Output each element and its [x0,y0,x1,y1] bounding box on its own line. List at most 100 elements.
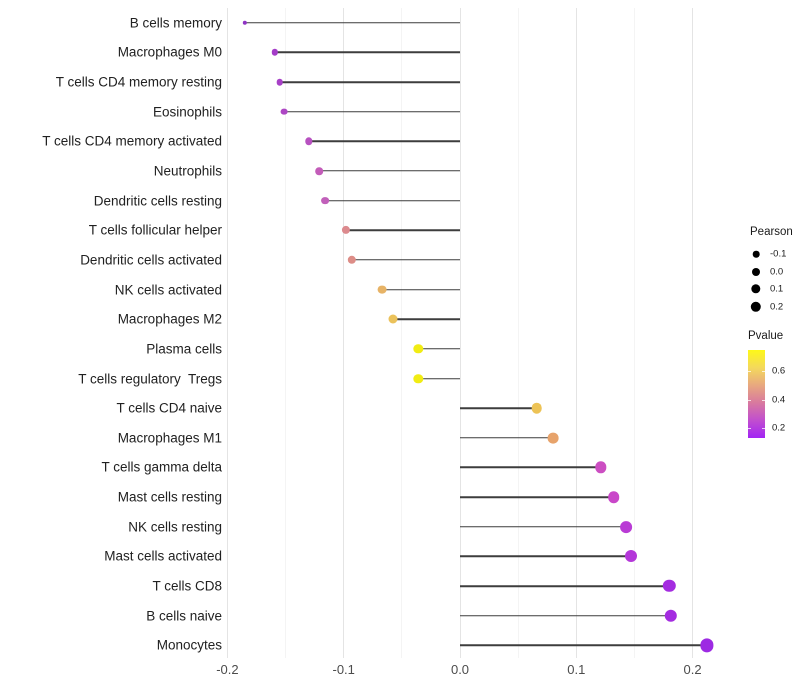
x-tick-label: 0.1 [567,662,586,677]
lollipop-dot [413,344,423,354]
legend-size-entry-label: 0.0 [770,266,784,277]
lollipop-stem [418,377,460,380]
lollipop-dot [547,432,559,444]
lollipop-stem [279,81,460,83]
pvalue-tick-mark [762,427,765,429]
category-label: T cells CD8 [152,578,222,594]
lollipop-stem [346,229,460,231]
category-label: Mast cells activated [104,548,222,564]
legend-size-dot [752,250,760,258]
lollipop-stem [460,526,627,528]
lollipop-dot [347,255,357,265]
legend-size-dot [751,284,761,294]
gridline-major [575,8,577,658]
lollipop-dot [305,137,313,145]
pvalue-tick-mark [762,371,765,373]
lollipop-dot [664,609,677,622]
lollipop-stem [460,496,614,498]
legend-size-entry-label: 0.2 [770,301,784,312]
pvalue-tick-mark [748,371,751,373]
lollipop-dot [595,461,607,474]
category-label: T cells gamma delta [101,459,222,475]
category-label: Monocytes [156,637,222,653]
legend-color-title: Pvalue [748,330,784,342]
category-label: T cells follicular helper [88,222,222,238]
lollipop-stem [275,51,460,54]
lollipop-dot [280,108,288,116]
gridline-major [459,8,461,658]
category-label: Macrophages M1 [117,430,222,446]
category-label: Dendritic cells activated [80,252,222,268]
lollipop-stem [460,466,601,469]
pvalue-tick-mark [748,399,751,401]
category-label: B cells naive [146,608,222,624]
category-label: T cells regulatory Tregs [78,371,222,386]
lollipop-stem [418,348,460,350]
lollipop-dot [607,491,620,503]
category-label: T cells CD4 naive [116,400,222,416]
pvalue-gradient-bar [748,350,765,438]
lollipop-dot [531,402,543,414]
lollipop-stem [325,199,460,202]
lollipop-stem [319,170,460,172]
category-label: Macrophages M2 [117,311,222,327]
lollipop-dot [271,49,279,56]
pvalue-tick-label: 0.4 [772,394,786,406]
category-label: Eosinophils [152,104,222,120]
lollipop-stem [460,555,631,558]
lollipop-dot [315,167,324,175]
category-label: B cells memory [129,15,222,31]
gridline-major [343,8,345,658]
legend-size-title: Pearson [750,226,793,238]
x-tick-label: 0.2 [683,662,702,677]
category-label: Plasma cells [146,341,222,357]
lollipop-dot [620,520,633,533]
legend-size-entry-label: 0.1 [770,283,784,295]
pvalue-tick-label: 0.6 [772,365,786,377]
pvalue-tick-mark [762,399,765,401]
lollipop-stem [392,318,460,320]
lollipop-dot [663,579,676,593]
lollipop-stem [244,21,460,24]
lollipop-dot [276,78,284,86]
lollipop-dot [624,550,637,563]
lollipop-dot [388,314,398,324]
gridline-major [692,8,694,658]
lollipop-stem [460,644,707,647]
lollipop-stem [460,585,670,587]
gridline-major [226,8,228,658]
lollipop-stem [460,407,537,409]
category-label: T cells CD4 memory resting [55,74,222,90]
legend-size-entry-label: -0.1 [770,248,787,260]
lollipop-dot [321,196,329,205]
x-tick-label: -0.2 [216,662,239,677]
lollipop-stem [382,288,460,291]
x-tick-label: 0.0 [450,662,470,677]
category-label: Neutrophils [153,163,222,179]
lollipop-stem [284,110,460,113]
pvalue-tick-mark [748,427,751,429]
pvalue-tick-label: 0.2 [772,422,786,434]
legend-size-dot [750,301,762,312]
category-label: Macrophages M0 [117,44,222,60]
category-label: T cells CD4 memory activated [42,133,222,149]
category-label: Mast cells resting [117,489,222,505]
lollipop-dot [377,285,387,294]
category-label: NK cells activated [114,282,222,298]
legend-size-dot [752,267,760,276]
lollipop-stem [460,614,671,617]
gridline-minor [401,8,403,658]
gridline-minor [633,8,635,658]
gridline-minor [517,8,519,658]
gridline-minor [285,8,287,658]
lollipop-dot [242,20,248,25]
lollipop-dot [341,226,351,235]
lollipop-stem [308,140,460,143]
category-label: NK cells resting [128,519,222,535]
lollipop-stem [460,437,554,439]
x-tick-label: -0.1 [332,662,355,677]
category-label: Dendritic cells resting [93,193,222,209]
lollipop-dot [413,373,423,384]
lollipop-stem [351,259,460,261]
